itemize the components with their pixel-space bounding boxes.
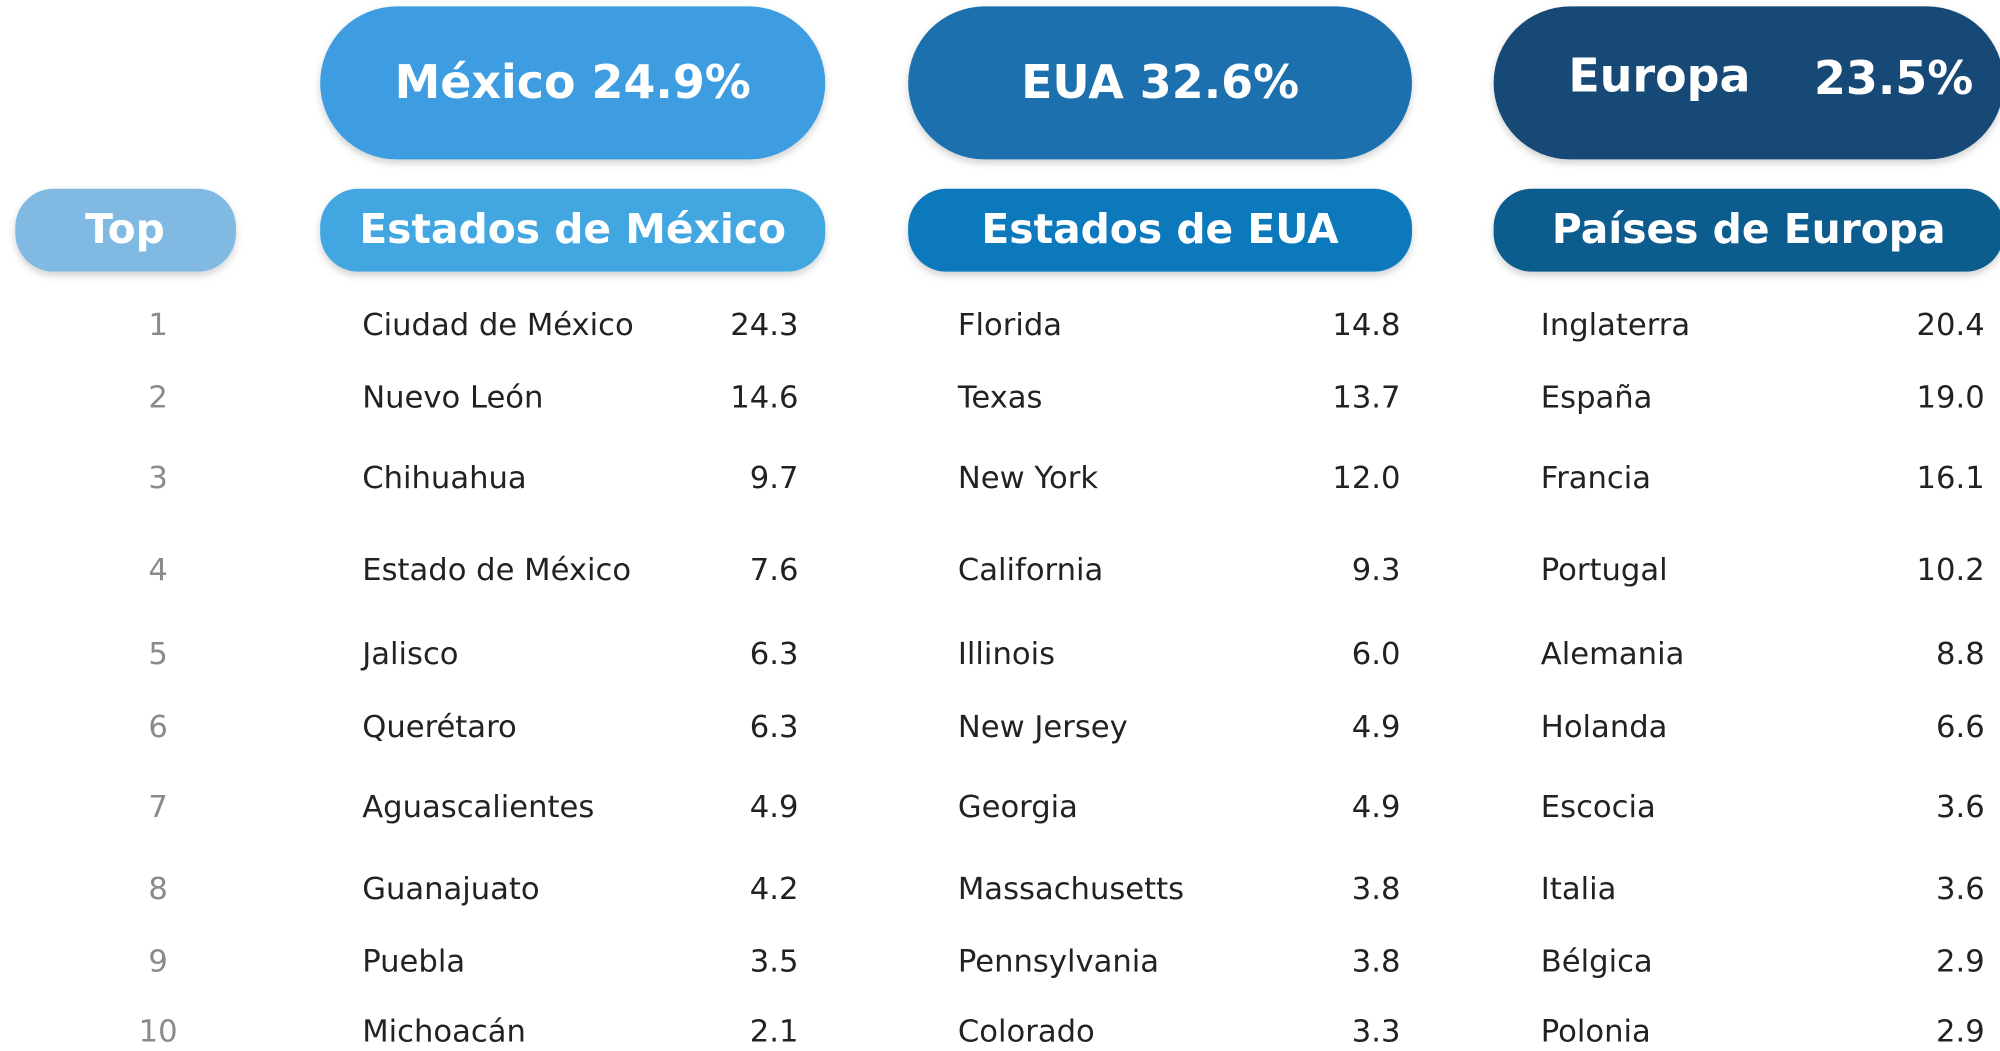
row-value: 6.3: [750, 637, 799, 672]
row-name: Texas: [957, 381, 1043, 416]
region-pill: [908, 6, 1412, 160]
row-value: 14.8: [1332, 308, 1400, 343]
row-value: 19.0: [1917, 381, 1985, 416]
region-title: EUA 32.6%: [1021, 55, 1299, 109]
rank: 9: [148, 944, 167, 979]
region-title: México 24.9%: [395, 55, 751, 109]
row-name: Massachusetts: [958, 872, 1184, 907]
rank: 7: [148, 790, 167, 825]
row-name: España: [1541, 381, 1653, 416]
row-name: Michoacán: [362, 1015, 526, 1050]
row-name: Pennsylvania: [958, 944, 1159, 979]
row-value: 3.3: [1352, 1015, 1401, 1050]
row-name: Estado de México: [362, 553, 631, 588]
row-value: 6.0: [1352, 637, 1401, 672]
row-name: Holanda: [1541, 710, 1668, 745]
row-value: 4.9: [1352, 790, 1401, 825]
row-name: Italia: [1541, 872, 1617, 907]
subheader-pill: [320, 188, 826, 272]
subheader: Estados de México: [359, 205, 786, 253]
rank: 8: [148, 872, 167, 907]
row-value: 3.6: [1936, 872, 1985, 907]
row-value: 9.3: [1352, 553, 1401, 588]
row-name: Jalisco: [360, 637, 458, 672]
row-value: 6.6: [1936, 710, 1985, 745]
top-header-pill: [15, 188, 236, 272]
row-value: 4.2: [750, 872, 799, 907]
region-pill: [1493, 6, 2000, 160]
row-value: 10.2: [1917, 553, 1985, 588]
row-name: Guanajuato: [362, 872, 539, 907]
row-name: New York: [958, 461, 1098, 496]
row-name: Puebla: [362, 944, 465, 979]
row-value: 6.3: [750, 710, 799, 745]
row-name: Colorado: [958, 1015, 1095, 1050]
rank: 1: [148, 308, 167, 343]
row-name: California: [958, 553, 1103, 588]
top-header: Top: [85, 205, 165, 253]
subheader: Estados de EUA: [981, 205, 1339, 253]
row-value: 2.9: [1936, 1015, 1985, 1050]
row-value: 4.9: [750, 790, 799, 825]
row-value: 20.4: [1917, 308, 1985, 343]
row-name: Inglaterra: [1541, 308, 1690, 343]
row-value: 9.7: [750, 461, 799, 496]
row-name: New Jersey: [958, 710, 1128, 745]
row-value: 4.9: [1352, 710, 1401, 745]
subheader: Países de Europa: [1552, 205, 1946, 253]
row-value: 24.3: [730, 308, 798, 343]
row-name: Portugal: [1541, 553, 1668, 588]
row-name: Ciudad de México: [362, 308, 634, 343]
row-name: Alemania: [1541, 637, 1685, 672]
row-name: Georgia: [958, 790, 1078, 825]
row-name: Chihuahua: [362, 461, 526, 496]
rank: 5: [148, 637, 167, 672]
rank: 2: [148, 381, 167, 416]
row-value: 7.6: [750, 553, 799, 588]
subheader-pill: [1493, 188, 2000, 272]
row-name: Bélgica: [1541, 944, 1653, 979]
row-name: Florida: [958, 308, 1062, 343]
row-name: Illinois: [958, 637, 1055, 672]
row-value: 14.6: [730, 381, 798, 416]
row-value: 16.1: [1917, 461, 1985, 496]
row-name: Aguascalientes: [362, 790, 594, 825]
row-name: Francia: [1541, 461, 1651, 496]
rank: 3: [148, 461, 167, 496]
row-value: 3.5: [750, 944, 799, 979]
row-value: 13.7: [1332, 381, 1400, 416]
row-name: Escocia: [1541, 790, 1656, 825]
region-pill: [320, 6, 826, 160]
rank: 10: [139, 1015, 178, 1050]
region-share: 23.5%: [1814, 51, 1973, 105]
row-name: Querétaro: [362, 710, 516, 745]
rank: 4: [148, 553, 167, 588]
row-value: 3.8: [1352, 944, 1401, 979]
row-name: Nuevo León: [362, 381, 543, 416]
row-value: 2.9: [1936, 944, 1985, 979]
row-value: 2.1: [750, 1015, 799, 1050]
row-value: 8.8: [1936, 637, 1985, 672]
subheader-pill: [908, 188, 1412, 272]
row-value: 12.0: [1332, 461, 1400, 496]
row-value: 3.8: [1352, 872, 1401, 907]
row-name: Polonia: [1541, 1015, 1651, 1050]
rank: 6: [148, 710, 167, 745]
region-name: Europa: [1568, 49, 1750, 103]
row-value: 3.6: [1936, 790, 1985, 825]
